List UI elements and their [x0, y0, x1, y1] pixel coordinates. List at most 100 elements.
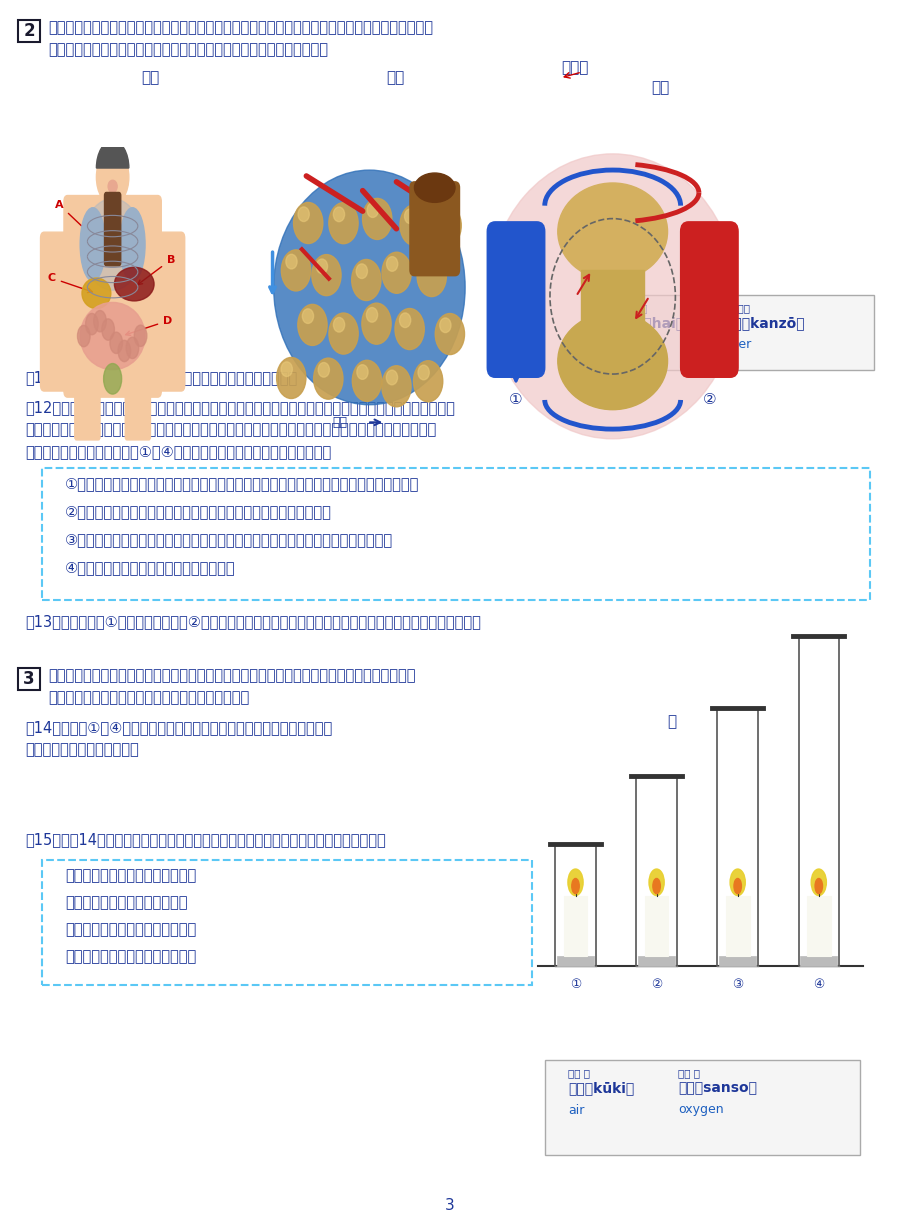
Ellipse shape — [312, 254, 341, 296]
FancyBboxPatch shape — [612, 295, 874, 370]
Ellipse shape — [649, 869, 664, 896]
Ellipse shape — [114, 268, 154, 301]
Ellipse shape — [435, 314, 465, 354]
Text: はい: はい — [635, 303, 648, 313]
Ellipse shape — [333, 318, 345, 332]
Circle shape — [94, 310, 106, 332]
Text: しました。これを見て，次の問いに答えなさい。: しました。これを見て，次の問いに答えなさい。 — [48, 690, 250, 705]
Ellipse shape — [432, 205, 461, 246]
Text: さん そ: さん そ — [678, 1068, 700, 1078]
Text: oxygen: oxygen — [678, 1103, 724, 1117]
Text: 図３: 図３ — [651, 81, 669, 95]
Text: 肺ほう: 肺ほう — [561, 61, 588, 76]
Ellipse shape — [351, 259, 381, 301]
Text: ②: ② — [651, 978, 662, 991]
Circle shape — [77, 325, 90, 347]
Ellipse shape — [367, 203, 378, 218]
Ellipse shape — [333, 207, 344, 221]
Text: ③　一部の肺ほうが機能しなくなっても，残りの肺ほうで補うことができるから。: ③ 一部の肺ほうが機能しなくなっても，残りの肺ほうで補うことができるから。 — [65, 533, 393, 547]
Ellipse shape — [414, 174, 455, 203]
FancyBboxPatch shape — [105, 177, 120, 208]
FancyBboxPatch shape — [726, 896, 750, 956]
FancyBboxPatch shape — [105, 193, 121, 266]
Text: 図１は体の内部の様子です。図２は肺の一部を取り出して描いています。図３はさらにその一部を: 図１は体の内部の様子です。図２は肺の一部を取り出して描いています。図３はさらにそ… — [48, 21, 433, 35]
Ellipse shape — [440, 318, 451, 332]
Ellipse shape — [399, 313, 411, 327]
Ellipse shape — [436, 209, 448, 224]
FancyBboxPatch shape — [410, 182, 460, 276]
Text: Ｂ　容器の中の酸素が減るため: Ｂ 容器の中の酸素が減るため — [65, 896, 187, 910]
Circle shape — [134, 325, 147, 347]
Ellipse shape — [395, 308, 424, 349]
Circle shape — [96, 150, 129, 204]
Text: Ｄ　容器の中の湿度が上がるため: Ｄ 容器の中の湿度が上がるため — [65, 949, 196, 964]
Ellipse shape — [811, 869, 826, 896]
Ellipse shape — [108, 181, 117, 192]
FancyBboxPatch shape — [125, 379, 150, 440]
Ellipse shape — [382, 365, 411, 407]
Ellipse shape — [357, 364, 369, 379]
Ellipse shape — [414, 360, 442, 402]
Ellipse shape — [362, 303, 391, 345]
Text: 酸素【sanso】: 酸素【sanso】 — [678, 1081, 757, 1095]
Text: ②　多数の肺ほうがあることで，毛細血管の血流が良くなるから。: ② 多数の肺ほうがあることで，毛細血管の血流が良くなるから。 — [65, 505, 332, 519]
FancyBboxPatch shape — [581, 270, 644, 323]
Ellipse shape — [352, 360, 382, 401]
Ellipse shape — [400, 204, 429, 246]
Ellipse shape — [294, 203, 323, 243]
Circle shape — [110, 332, 123, 353]
FancyBboxPatch shape — [680, 222, 738, 378]
Text: B: B — [138, 254, 175, 285]
Text: 肺【hai】: 肺【hai】 — [635, 316, 684, 330]
Text: ④: ④ — [814, 978, 824, 991]
Ellipse shape — [356, 264, 368, 279]
Ellipse shape — [281, 249, 311, 291]
Text: ④　酸素と二酸化炭素の流入を防ぐため。: ④ 酸素と二酸化炭素の流入を防ぐため。 — [65, 561, 236, 576]
Text: 図２: 図２ — [386, 71, 405, 86]
FancyBboxPatch shape — [564, 896, 587, 956]
FancyBboxPatch shape — [152, 232, 185, 391]
Ellipse shape — [572, 879, 579, 893]
FancyBboxPatch shape — [638, 956, 675, 965]
Ellipse shape — [298, 207, 309, 221]
Ellipse shape — [314, 358, 343, 400]
Ellipse shape — [488, 154, 737, 439]
Text: liver: liver — [725, 338, 752, 352]
Text: くう き: くう き — [568, 1068, 590, 1078]
FancyBboxPatch shape — [545, 1059, 860, 1155]
Circle shape — [126, 337, 139, 358]
Wedge shape — [96, 141, 129, 169]
FancyBboxPatch shape — [645, 896, 669, 956]
Ellipse shape — [298, 304, 327, 346]
Text: ４本の長さが同じローソクに火をつけて，図のようなガラス容器をかぶせて燃える様子を観察: ４本の長さが同じローソクに火をつけて，図のようなガラス容器をかぶせて燃える様子を… — [48, 668, 415, 683]
FancyBboxPatch shape — [75, 379, 100, 440]
Ellipse shape — [80, 303, 145, 369]
Text: Ａ　容器の中の酸素が増えるため: Ａ 容器の中の酸素が増えるため — [65, 869, 196, 884]
Text: （12）　図２の小さなふくろは肺ほうと呼ばれ，毛細血管とよばれる細い血管が肺ほうをあみのように包ん: （12） 図２の小さなふくろは肺ほうと呼ばれ，毛細血管とよばれる細い血管が肺ほう… — [25, 401, 455, 415]
FancyBboxPatch shape — [487, 222, 545, 378]
Ellipse shape — [281, 362, 293, 376]
Ellipse shape — [318, 363, 330, 378]
Ellipse shape — [82, 279, 111, 309]
Text: 図１: 図１ — [141, 71, 159, 86]
Circle shape — [102, 319, 114, 340]
Ellipse shape — [387, 257, 397, 271]
Ellipse shape — [558, 183, 668, 280]
Circle shape — [104, 364, 122, 393]
Ellipse shape — [303, 309, 314, 324]
Ellipse shape — [286, 254, 297, 269]
Text: 2: 2 — [23, 22, 35, 40]
Text: A: A — [55, 199, 92, 236]
Text: （14）　図の①〜④のうちでローソクの火がもっとも早く消えると考えら: （14） 図の①〜④のうちでローソクの火がもっとも早く消えると考えら — [25, 721, 332, 736]
Text: ③: ③ — [733, 978, 743, 991]
Ellipse shape — [734, 879, 742, 893]
Text: 3: 3 — [23, 670, 35, 688]
Ellipse shape — [367, 308, 378, 323]
Ellipse shape — [274, 170, 465, 404]
Ellipse shape — [387, 370, 397, 385]
Ellipse shape — [653, 879, 660, 893]
FancyBboxPatch shape — [41, 232, 73, 391]
FancyBboxPatch shape — [557, 956, 594, 965]
Text: 拡大: 拡大 — [332, 415, 348, 429]
Ellipse shape — [82, 199, 143, 290]
